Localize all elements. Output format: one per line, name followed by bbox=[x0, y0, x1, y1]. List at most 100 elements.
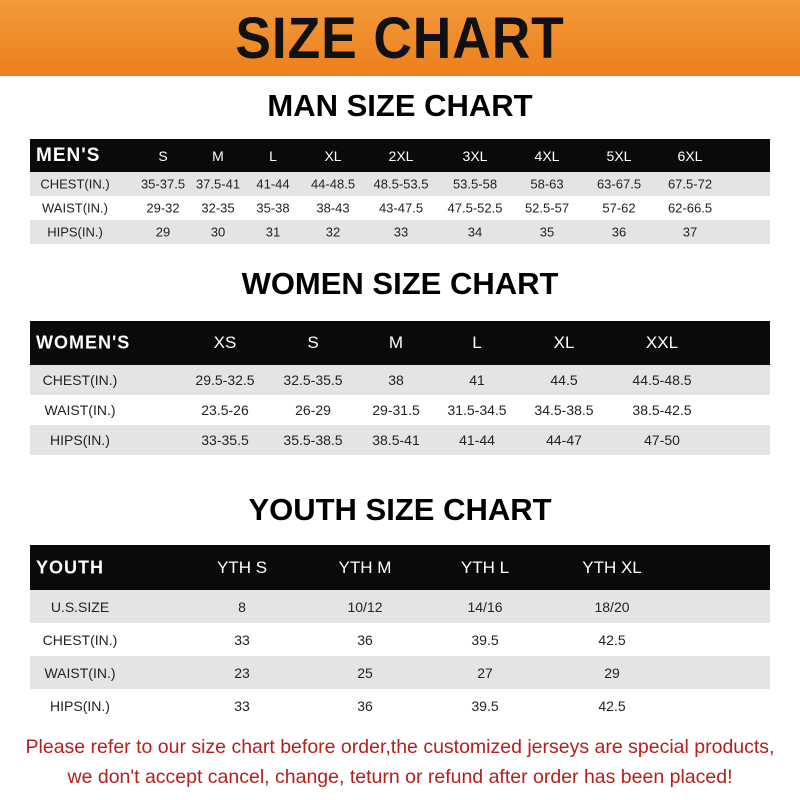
table-cell: 32-35 bbox=[201, 200, 235, 216]
table-cell: 48.5-53.5 bbox=[373, 176, 429, 192]
table-cell: 30 bbox=[210, 224, 226, 240]
size-header-cell: 6XL bbox=[677, 147, 703, 164]
table-title-cell: MEN'S bbox=[36, 144, 101, 166]
table-cell: 31.5-34.5 bbox=[447, 402, 507, 418]
table-cell: 32 bbox=[325, 224, 341, 240]
size-header-cell: M bbox=[212, 147, 224, 164]
table-cell: 34.5-38.5 bbox=[534, 402, 594, 418]
table-cell: 25 bbox=[357, 664, 373, 681]
size-header-cell: M bbox=[388, 333, 404, 352]
table-row: WAIST(IN.) 23 25 27 29 bbox=[30, 656, 770, 689]
table-cell: 23.5-26 bbox=[201, 402, 249, 418]
size-header-cell: 3XL bbox=[462, 147, 488, 164]
size-header-cell: L bbox=[472, 333, 482, 352]
table-cell: 37 bbox=[682, 224, 698, 240]
measurement-label: HIPS(IN.) bbox=[50, 432, 110, 448]
table-row: CHEST(IN.) 33 36 39.5 42.5 bbox=[30, 623, 770, 656]
table-cell: 38-43 bbox=[316, 200, 350, 216]
size-header-cell: YTH XL bbox=[582, 557, 642, 577]
table-cell: 33 bbox=[234, 697, 250, 714]
table-cell: 43-47.5 bbox=[378, 200, 424, 216]
table-cell: 47-50 bbox=[644, 432, 680, 448]
table-cell: 42.5 bbox=[598, 631, 626, 648]
size-header-cell: 4XL bbox=[534, 147, 560, 164]
size-header-cell: 5XL bbox=[606, 147, 632, 164]
table-cell: 58-63 bbox=[530, 176, 564, 192]
table-row: CHEST(IN.) 29.5-32.5 32.5-35.5 38 41 44.5 44.5… bbox=[30, 365, 770, 395]
table-header-row: MEN'S S M L XL 2XL 3XL 4XL 5XL 6XL bbox=[30, 139, 770, 172]
table-cell: 35 bbox=[539, 224, 555, 240]
table-cell: 33-35.5 bbox=[201, 432, 249, 448]
size-header-cell: XS bbox=[213, 333, 237, 352]
table-cell: 41-44 bbox=[256, 176, 290, 192]
size-header-cell: S bbox=[307, 333, 319, 352]
table-row: WAIST(IN.) 29-32 32-35 35-38 38-43 43-47.5 47.… bbox=[30, 196, 770, 220]
measurement-label: HIPS(IN.) bbox=[50, 697, 110, 714]
measurement-label: WAIST(IN.) bbox=[44, 402, 116, 418]
table-cell: 67.5-72 bbox=[667, 176, 713, 192]
measurement-label: CHEST(IN.) bbox=[42, 372, 118, 388]
table-cell: 39.5 bbox=[471, 631, 499, 648]
notice-line-2: we don't accept cancel, change, teturn o… bbox=[67, 766, 733, 788]
table-cell: 10/12 bbox=[347, 598, 383, 615]
women-section-title: WOMEN SIZE CHART bbox=[241, 266, 559, 301]
measurement-label: CHEST(IN.) bbox=[42, 631, 118, 648]
table-cell: 41-44 bbox=[459, 432, 495, 448]
table-cell: 29 bbox=[155, 224, 171, 240]
table-title-cell: WOMEN'S bbox=[36, 332, 131, 353]
table-header-row: YOUTH YTH S YTH M YTH L YTH XL bbox=[30, 545, 770, 590]
size-header-cell: XXL bbox=[645, 333, 679, 352]
table-cell: 26-29 bbox=[295, 402, 331, 418]
measurement-label: CHEST(IN.) bbox=[40, 176, 110, 192]
table-cell: 39.5 bbox=[471, 697, 499, 714]
table-cell: 37.5-41 bbox=[195, 176, 241, 192]
banner-title: SIZE CHART bbox=[235, 5, 565, 71]
size-header-cell: XL bbox=[553, 333, 575, 352]
table-row: HIPS(IN.) 33 36 39.5 42.5 bbox=[30, 689, 770, 722]
measurement-label: HIPS(IN.) bbox=[47, 224, 103, 240]
table-cell: 29-32 bbox=[146, 200, 180, 216]
table-cell: 38.5-41 bbox=[372, 432, 420, 448]
men-section-title: MAN SIZE CHART bbox=[267, 88, 533, 123]
table-cell: 38.5-42.5 bbox=[632, 402, 692, 418]
size-header-cell: XL bbox=[324, 147, 342, 164]
table-row: CHEST(IN.) 35-37.5 37.5-41 41-44 44-48.5 48.5… bbox=[30, 172, 770, 196]
table-cell: 33 bbox=[393, 224, 409, 240]
table-cell: 29-31.5 bbox=[372, 402, 420, 418]
table-cell: 29 bbox=[604, 664, 620, 681]
measurement-label: WAIST(IN.) bbox=[42, 200, 108, 216]
table-cell: 35-37.5 bbox=[140, 176, 186, 192]
table-cell: 42.5 bbox=[598, 697, 626, 714]
size-header-cell: S bbox=[158, 147, 168, 164]
table-cell: 57-62 bbox=[602, 200, 636, 216]
table-row: HIPS(IN.) 29 30 31 32 33 34 35 36 37 bbox=[30, 220, 770, 244]
notice-line-1: Please refer to our size chart before or… bbox=[25, 736, 775, 758]
table-cell: 38 bbox=[388, 372, 404, 388]
size-header-cell: YTH S bbox=[216, 557, 268, 577]
size-header-cell: L bbox=[269, 147, 277, 164]
table-cell: 33 bbox=[234, 631, 250, 648]
table-cell: 44-48.5 bbox=[310, 176, 356, 192]
table-cell: 34 bbox=[467, 224, 483, 240]
table-row: HIPS(IN.) 33-35.5 35.5-38.5 38.5-41 41-44 44-… bbox=[30, 425, 770, 455]
table-row: WAIST(IN.) 23.5-26 26-29 29-31.5 31.5-34.5 34… bbox=[30, 395, 770, 425]
table-cell: 8 bbox=[238, 598, 246, 615]
table-cell: 35.5-38.5 bbox=[283, 432, 343, 448]
table-cell: 63-67.5 bbox=[596, 176, 642, 192]
measurement-label: WAIST(IN.) bbox=[44, 664, 116, 681]
table-cell: 36 bbox=[611, 224, 627, 240]
table-cell: 52.5-57 bbox=[524, 200, 570, 216]
table-cell: 41 bbox=[469, 372, 485, 388]
table-cell: 31 bbox=[265, 224, 281, 240]
table-cell: 62-66.5 bbox=[667, 200, 713, 216]
table-cell: 29.5-32.5 bbox=[195, 372, 255, 388]
table-title-cell: YOUTH bbox=[36, 557, 104, 577]
measurement-label: U.S.SIZE bbox=[50, 598, 110, 615]
table-cell: 44.5 bbox=[550, 372, 578, 388]
size-header-cell: YTH M bbox=[338, 557, 392, 577]
women-size-table: WOMEN'S XS S M L XL XXL CHEST(IN.) 29.5-32.5 32.5… bbox=[30, 321, 770, 455]
size-header-cell: 2XL bbox=[388, 147, 414, 164]
table-cell: 47.5-52.5 bbox=[447, 200, 503, 216]
table-cell: 23 bbox=[234, 664, 250, 681]
table-cell: 36 bbox=[357, 631, 373, 648]
